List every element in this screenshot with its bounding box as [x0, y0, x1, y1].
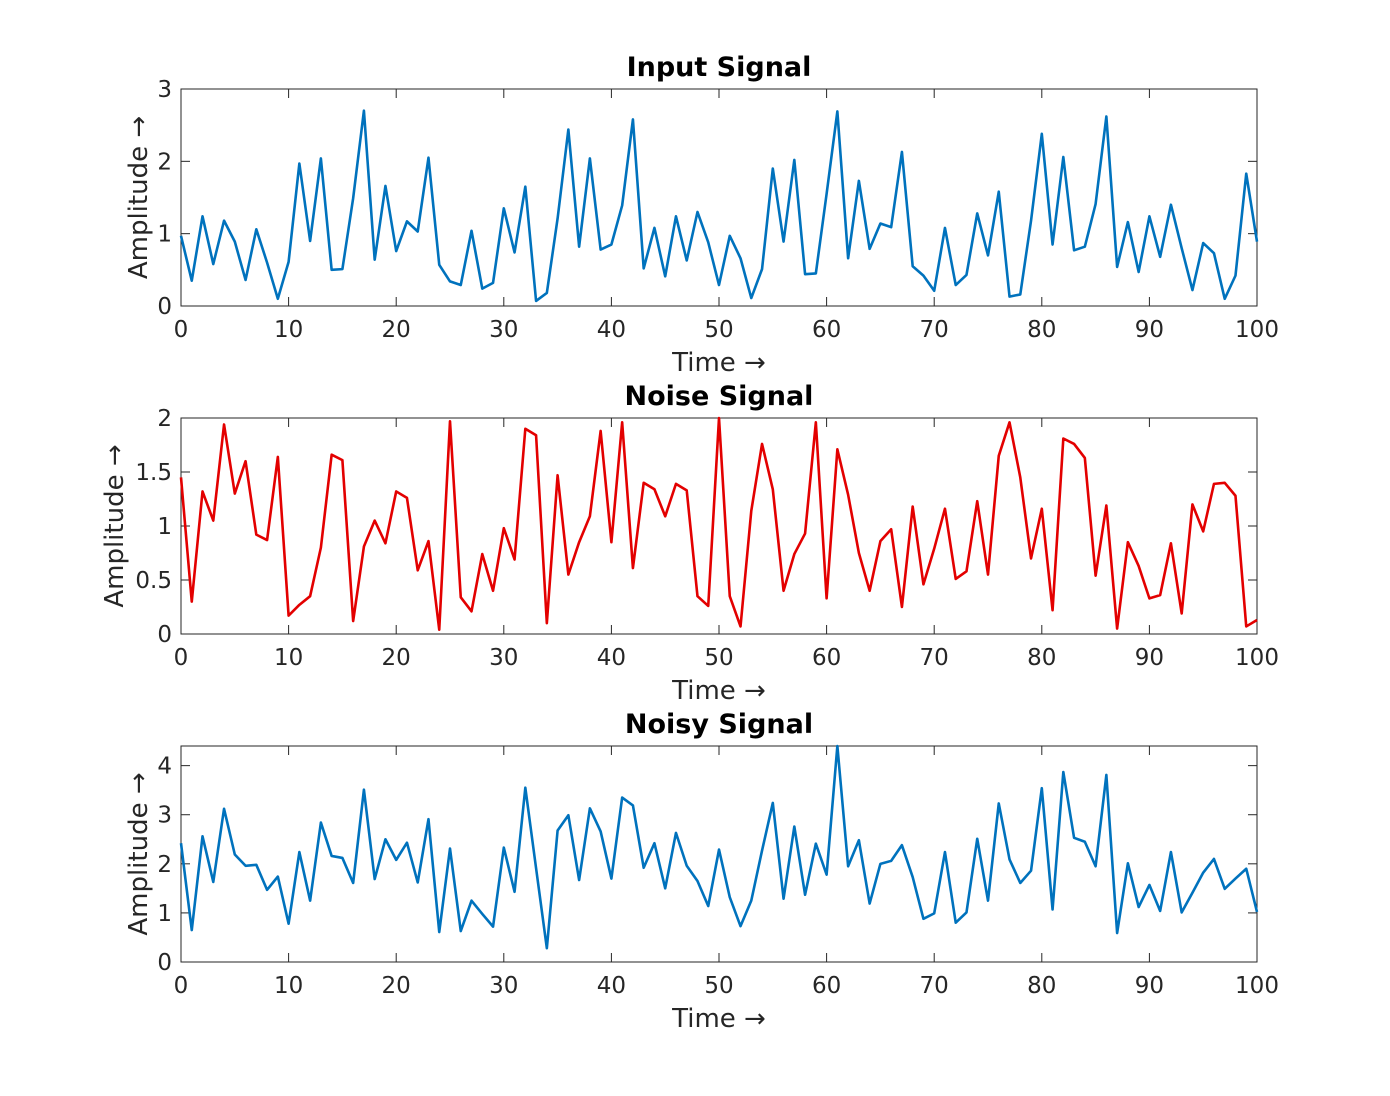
x-tick-label: 20 — [382, 317, 411, 343]
x-tick-label: 90 — [1135, 317, 1164, 343]
y-tick-label: 1 — [157, 222, 172, 248]
y-tick-label: 1 — [157, 901, 172, 927]
x-tick-label: 60 — [812, 645, 841, 671]
x-axis-label: Time → — [671, 348, 766, 378]
chart-title: Noise Signal — [625, 381, 814, 412]
x-tick-label: 10 — [274, 645, 303, 671]
x-tick-label: 90 — [1135, 973, 1164, 999]
y-tick-label: 2 — [157, 149, 172, 175]
plot-area — [180, 417, 1258, 635]
x-tick-label: 20 — [382, 973, 411, 999]
x-tick-label: 70 — [920, 317, 949, 343]
y-tick-label: 0 — [157, 950, 172, 976]
x-tick-label: 70 — [920, 645, 949, 671]
x-tick-label: 60 — [812, 317, 841, 343]
x-tick-label: 0 — [174, 973, 189, 999]
x-tick-label: 100 — [1235, 317, 1279, 343]
x-tick-label: 40 — [597, 973, 626, 999]
y-tick-label: 1 — [157, 514, 172, 540]
subplot-2: 0 10 20 30 40 50 60 70 80 90 100 0 0.5 1 1.5 2 Noise Sig… — [100, 381, 1279, 706]
y-axis-label: Amplitude → — [124, 116, 154, 279]
x-tick-label: 50 — [704, 317, 733, 343]
chart-title: Noisy Signal — [625, 709, 813, 740]
x-tick-label: 20 — [382, 645, 411, 671]
x-axis-label: Time → — [671, 1004, 766, 1034]
x-tick-label: 0 — [174, 645, 189, 671]
plot-area — [180, 88, 1258, 307]
y-tick-label: 0 — [157, 294, 172, 320]
x-axis-label: Time → — [671, 676, 766, 706]
x-tick-label: 10 — [274, 973, 303, 999]
chart-title: Input Signal — [627, 52, 812, 83]
subplot-1: 0 10 20 30 40 50 60 70 80 90 100 0 1 2 3 Input Signal Ti… — [124, 52, 1279, 378]
y-tick-label: 0.5 — [135, 568, 172, 594]
y-tick-label: 3 — [157, 77, 172, 103]
x-tick-label: 100 — [1235, 973, 1279, 999]
x-tick-label: 50 — [704, 973, 733, 999]
y-tick-label: 3 — [157, 803, 172, 829]
x-tick-label: 50 — [704, 645, 733, 671]
x-tick-label: 40 — [597, 317, 626, 343]
y-tick-label: 0 — [157, 622, 172, 648]
series-line-1 — [179, 744, 1259, 950]
y-tick-label: 2 — [157, 406, 172, 432]
x-tick-label: 60 — [812, 973, 841, 999]
x-tick-label: 10 — [274, 317, 303, 343]
x-tick-label: 0 — [174, 317, 189, 343]
x-tick-label: 90 — [1135, 645, 1164, 671]
x-tick-label: 80 — [1027, 973, 1056, 999]
y-tick-label: 4 — [157, 754, 172, 780]
x-tick-label: 30 — [489, 645, 518, 671]
series-line-1 — [179, 416, 1258, 631]
y-tick-label: 1.5 — [135, 460, 172, 486]
x-tick-label: 30 — [489, 973, 518, 999]
x-tick-label: 70 — [920, 973, 949, 999]
x-tick-label: 80 — [1027, 645, 1056, 671]
series-line-1 — [179, 109, 1259, 303]
x-tick-label: 30 — [489, 317, 518, 343]
x-tick-label: 40 — [597, 645, 626, 671]
x-tick-label: 80 — [1027, 317, 1056, 343]
x-tick-label: 100 — [1235, 645, 1279, 671]
y-tick-label: 2 — [157, 852, 172, 878]
y-axis-label: Amplitude → — [124, 772, 154, 935]
subplot-3: 0 10 20 30 40 50 60 70 80 90 100 0 1 2 3 4 Noisy Signal T… — [124, 709, 1279, 1034]
y-axis-label: Amplitude → — [100, 444, 130, 607]
